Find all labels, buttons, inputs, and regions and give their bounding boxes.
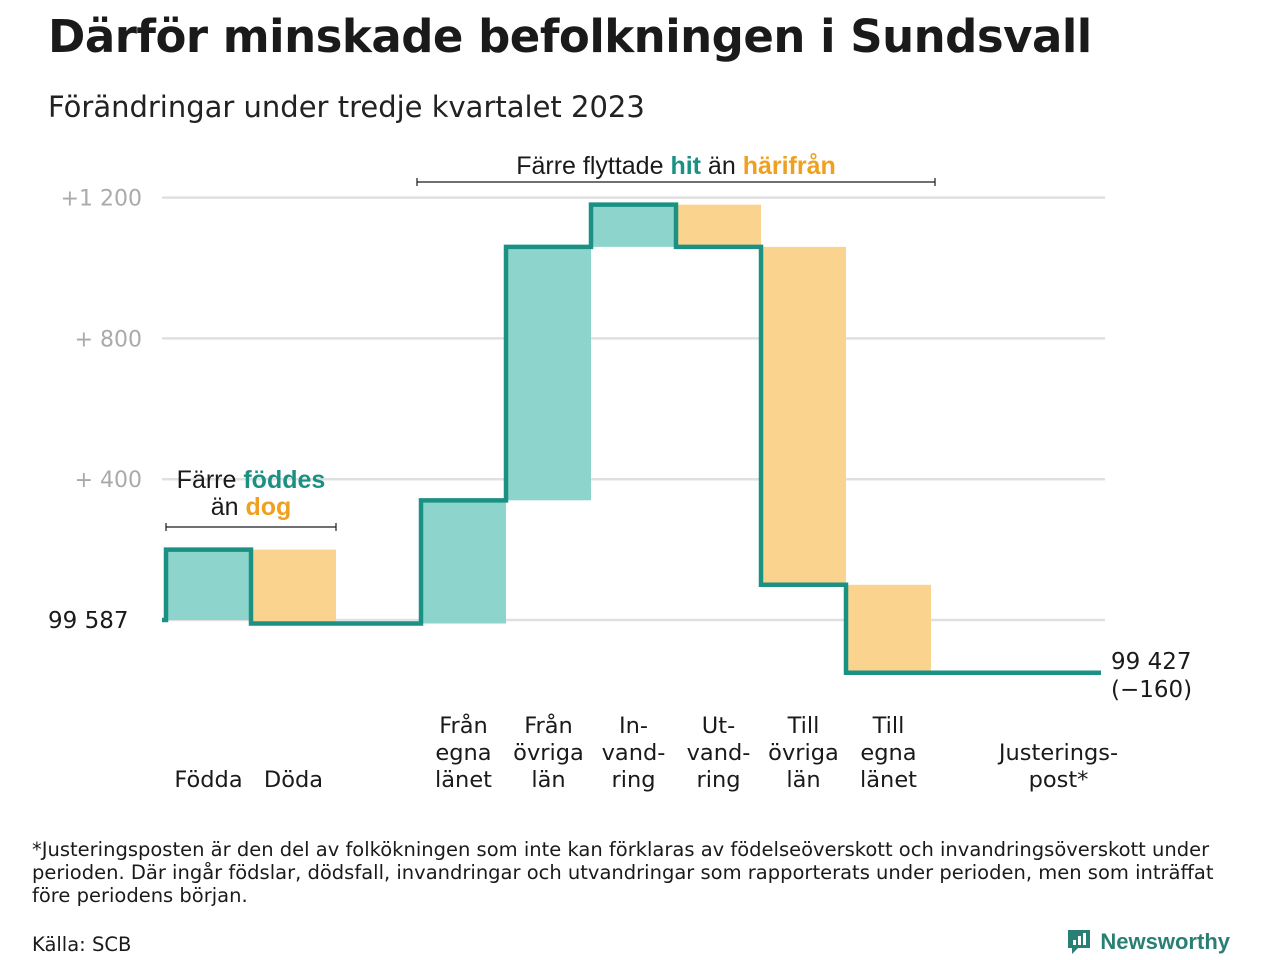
end-change-label: (−160) [1111,677,1192,703]
category-label: Justerings- [997,740,1118,766]
annotation-text: Färre föddes [177,466,326,494]
category-label: län [786,767,820,793]
category-label: ring [696,767,740,793]
category-label: övriga [513,740,584,766]
annotation-text: Färre flyttade hit än härifrån [516,152,836,180]
annotation-part: Färre flyttade [516,152,670,180]
cumulative-step-line [162,202,1101,676]
annotation-part: dog [245,493,291,521]
bar-increase [506,246,591,501]
category-label: egna [860,740,916,766]
category-label: länet [860,767,917,793]
y-tick-label: +1 200 [61,187,142,212]
category-label: län [531,767,565,793]
category-label: Från [524,711,573,739]
annotation-part: än [701,152,743,180]
end-value-label: 99 427 [1111,649,1191,675]
bar-decrease [761,246,846,585]
category-label: ring [611,767,655,793]
newsworthy-icon [1068,930,1091,954]
annotation-part: än [211,493,246,521]
annotation-text: än dog [211,493,292,521]
bar-increase [166,549,251,620]
annotation-part: föddes [243,466,325,494]
bar-decrease [676,204,761,247]
bar-decrease [251,549,336,624]
category-label: Döda [264,767,323,793]
footnote: *Justeringsposten är den del av folkökni… [32,838,1214,907]
category-label: länet [435,767,492,793]
y-tick-label: + 800 [75,327,142,352]
category-label: Från [439,711,488,739]
bar-decrease [846,584,931,673]
brand-logo: Newsworthy [1066,928,1230,956]
category-label: vand- [687,740,751,766]
category-label: egna [435,740,491,766]
source-note: Källa: SCB [32,933,132,956]
category-label: Till [872,713,905,739]
chart-title: Därför minskade befolkningen i Sundsvall [48,10,1092,63]
start-value-label: 99 587 [48,608,128,634]
bar-increase [421,500,506,624]
chart-subtitle: Förändringar under tredje kvartalet 2023 [48,90,645,124]
bar-increase [591,204,676,247]
category-label: post* [1029,767,1089,793]
brand-name: Newsworthy [1100,929,1230,954]
annotation-part: hit [670,152,701,180]
annotation-part: Färre [177,466,244,494]
y-tick-label: + 400 [75,468,142,493]
category-label: vand- [602,740,666,766]
category-label: Ut- [702,713,735,739]
annotation-part: härifrån [743,152,836,180]
category-label: In- [619,713,648,739]
category-label: Födda [174,767,242,793]
category-label: Till [787,713,820,739]
category-label: övriga [768,740,839,766]
